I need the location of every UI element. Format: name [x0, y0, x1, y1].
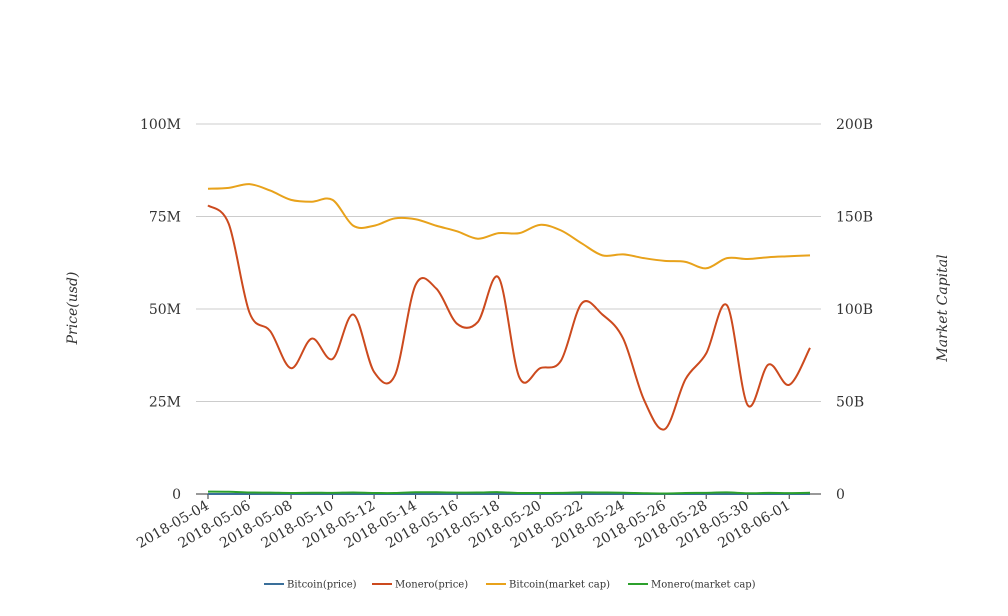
series-lines: [207, 183, 811, 495]
series-line-bitcoin-market-cap[interactable]: [207, 183, 811, 270]
series-line-monero-price[interactable]: [207, 204, 811, 431]
legend-item-bitcoin-market-cap[interactable]: Bitcoin(market cap): [486, 580, 610, 591]
left-tick-label: 100M: [140, 117, 181, 133]
left-y-axis-ticks: 0 25M 50M 75M 100M: [140, 117, 181, 503]
legend-item-bitcoin-price[interactable]: Bitcoin(price): [264, 580, 357, 591]
x-axis-ticks: 2018-05-042018-05-062018-05-082018-05-10…: [134, 494, 793, 552]
left-tick-label: 50M: [149, 302, 181, 318]
right-tick-label: 0: [836, 487, 845, 503]
legend-label: Monero(price): [395, 580, 468, 591]
legend-label: Bitcoin(price): [287, 580, 357, 591]
left-axis-title: Price(usd): [65, 272, 81, 346]
legend[interactable]: Bitcoin(price) Monero(price) Bitcoin(marke…: [264, 580, 756, 591]
legend-label: Bitcoin(market cap): [509, 580, 610, 591]
right-tick-label: 150B: [836, 210, 873, 226]
left-tick-label: 25M: [149, 395, 181, 411]
series-line-monero-market-cap[interactable]: [207, 490, 811, 495]
right-tick-label: 100B: [836, 302, 873, 318]
right-axis-title: Market Capital: [935, 254, 951, 362]
legend-item-monero-price[interactable]: Monero(price): [372, 580, 468, 591]
legend-item-monero-market-cap[interactable]: Monero(market cap): [628, 580, 756, 591]
legend-label: Monero(market cap): [651, 580, 756, 591]
left-tick-label: 0: [172, 487, 181, 503]
right-tick-label: 200B: [836, 117, 873, 133]
right-tick-label: 50B: [836, 395, 864, 411]
left-tick-label: 75M: [149, 210, 181, 226]
right-y-axis-ticks: 0 50B 100B 150B 200B: [836, 117, 873, 503]
gridlines: [196, 123, 821, 402]
